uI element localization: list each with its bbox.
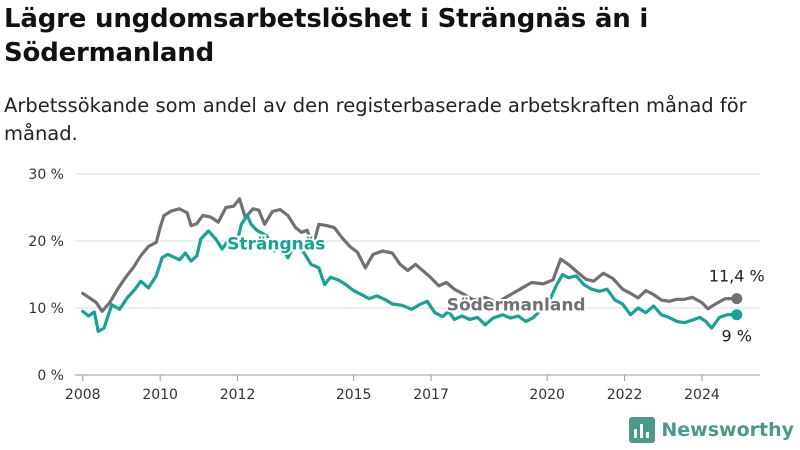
series-label: Strängnäs — [227, 235, 325, 255]
x-tick-label: 2020 — [529, 387, 565, 403]
brand-logo: Newsworthy — [629, 416, 794, 444]
chart-title: Lägre ungdomsarbetslöshet i Strängnäs än… — [4, 4, 649, 68]
series-label: Södermanland — [447, 296, 586, 316]
x-tick-label: 2008 — [65, 387, 101, 403]
end-point — [731, 309, 743, 321]
series-line-s-dermanland — [81, 197, 739, 313]
end-value-label: 9 % — [722, 327, 752, 346]
y-tick-label: 10 % — [28, 301, 64, 317]
y-tick-label: 30 % — [28, 167, 64, 183]
x-tick-label: 2012 — [220, 387, 256, 403]
y-tick-label: 20 % — [28, 234, 64, 250]
x-tick-label: 2010 — [142, 387, 178, 403]
x-tick-label: 2022 — [607, 387, 643, 403]
y-tick-label: 0 % — [37, 368, 64, 384]
x-tick-label: 2017 — [413, 387, 449, 403]
end-point — [731, 293, 743, 305]
x-tick-label: 2024 — [684, 387, 720, 403]
x-tick-label: 2015 — [336, 387, 372, 403]
line-chart: 0 % 10 % 20 % 30 % 2008 2010 2012 2015 2017 2020 2… — [28, 167, 765, 403]
series-line-str-ngn-s — [81, 213, 739, 333]
brand-name: Newsworthy — [661, 419, 794, 441]
end-value-label: 11,4 % — [709, 267, 765, 286]
newsworthy-logo-icon — [629, 417, 656, 443]
chart-subtitle: Arbetssökande som andel av den registerb… — [4, 94, 747, 145]
